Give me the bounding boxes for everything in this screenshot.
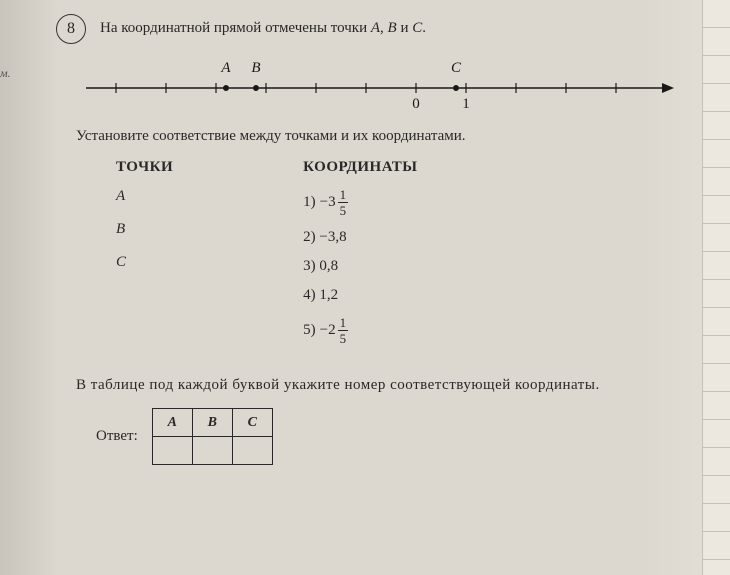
answer-cell-c[interactable] xyxy=(232,437,272,465)
coord-1-int: −3 xyxy=(320,194,336,211)
answer-table: A B C xyxy=(152,408,273,465)
number-line: 0 1 A B C xyxy=(76,58,694,118)
prompt-c: C xyxy=(412,20,422,36)
coord-5-den: 5 xyxy=(338,331,349,345)
prompt-b: B xyxy=(388,20,397,36)
coord-1-frac: 1 5 xyxy=(338,188,349,217)
coord-4: 4) 1,2 xyxy=(303,287,417,304)
prompt-post: . xyxy=(422,20,426,36)
header-row: 8 На координатной прямой отмечены точки … xyxy=(56,18,694,44)
prompt-sep2: и xyxy=(397,20,413,36)
coord-5-frac: 1 5 xyxy=(338,316,349,345)
coord-5-mixed: −2 1 5 xyxy=(320,316,348,345)
coord-1-num: 1 xyxy=(338,188,349,203)
coord-5: 5) −2 1 5 xyxy=(303,316,417,345)
coord-1: 1) −3 1 5 xyxy=(303,188,417,217)
point-a: A xyxy=(116,188,173,205)
notebook-edge xyxy=(702,0,730,575)
answer-row: Ответ: A B C xyxy=(96,408,694,465)
point-c: C xyxy=(116,254,173,271)
page: м. 8 На координатной прямой отмечены точ… xyxy=(0,0,730,575)
answer-header-row: A B C xyxy=(152,409,272,437)
prompt-a: A xyxy=(371,20,380,36)
main-prompt: На координатной прямой отмечены точки A,… xyxy=(100,18,426,39)
coord-5-num: 1 xyxy=(338,316,349,331)
svg-text:A: A xyxy=(220,60,231,76)
instruction: В таблице под каждой буквой укажите номе… xyxy=(76,375,674,396)
coord-2: 2) −3,8 xyxy=(303,229,417,246)
prompt-sep1: , xyxy=(380,20,388,36)
coord-5-n: 5) xyxy=(303,322,316,339)
margin-label: м. xyxy=(0,66,11,81)
number-line-svg: 0 1 A B C xyxy=(76,58,676,116)
sub-prompt: Установите соответствие между точками и … xyxy=(76,128,694,145)
question-number-circle: 8 xyxy=(56,14,86,44)
svg-text:0: 0 xyxy=(412,96,420,112)
points-column: ТОЧКИ A B C xyxy=(116,159,173,357)
coord-1-n: 1) xyxy=(303,194,316,211)
coord-5-int: −2 xyxy=(320,322,336,339)
answer-header-b: B xyxy=(192,409,232,437)
coord-1-den: 5 xyxy=(338,203,349,217)
points-title: ТОЧКИ xyxy=(116,159,173,176)
coords-title: КООРДИНАТЫ xyxy=(303,159,417,176)
prompt-pre: На координатной прямой отмечены точки xyxy=(100,20,371,36)
point-b: B xyxy=(116,221,173,238)
coord-1-mixed: −3 1 5 xyxy=(320,188,348,217)
answer-cell-a[interactable] xyxy=(152,437,192,465)
answer-cell-b[interactable] xyxy=(192,437,232,465)
answer-label: Ответ: xyxy=(96,428,138,445)
svg-text:C: C xyxy=(451,60,462,76)
answer-input-row xyxy=(152,437,272,465)
svg-text:1: 1 xyxy=(462,96,470,112)
question-number: 8 xyxy=(67,20,75,38)
coords-column: КООРДИНАТЫ 1) −3 1 5 2) −3,8 3) 0,8 4) 1… xyxy=(303,159,417,357)
answer-header-a: A xyxy=(152,409,192,437)
svg-text:B: B xyxy=(251,60,260,76)
coord-3: 3) 0,8 xyxy=(303,258,417,275)
answer-header-c: C xyxy=(232,409,272,437)
columns: ТОЧКИ A B C КООРДИНАТЫ 1) −3 1 5 2) −3,8… xyxy=(116,159,694,357)
